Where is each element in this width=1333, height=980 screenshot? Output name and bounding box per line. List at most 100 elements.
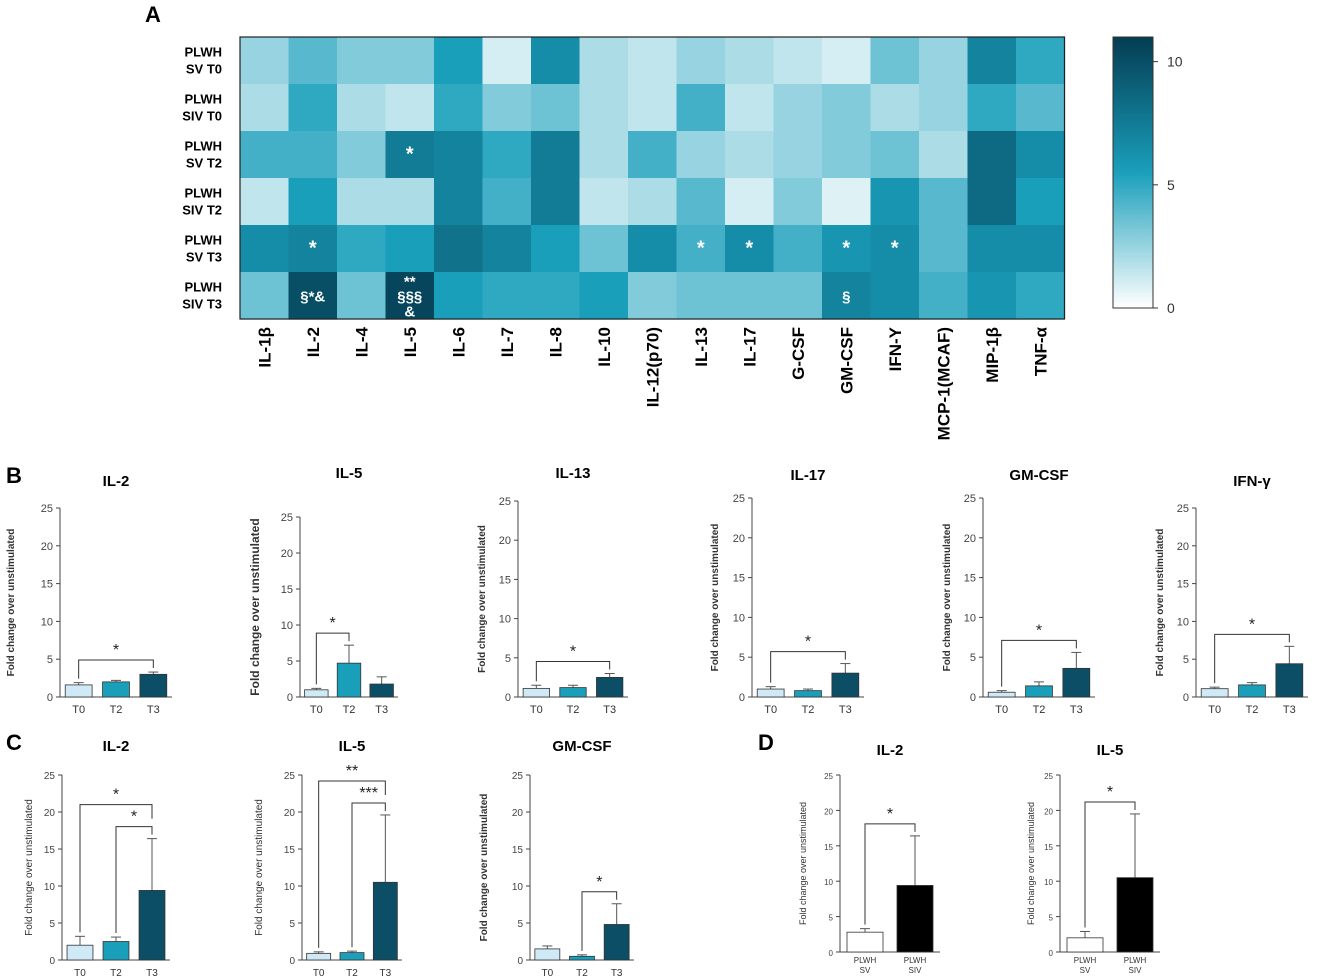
- x-tick-label: T3: [839, 704, 852, 716]
- y-tick-label: 0: [505, 692, 511, 704]
- heatmap-cell: [919, 84, 969, 132]
- significance-bracket: [864, 823, 916, 925]
- y-tick-label: 20: [1044, 807, 1053, 816]
- heatmap-cell: [676, 272, 726, 320]
- bar: [794, 690, 822, 698]
- y-tick-label: 10: [41, 616, 53, 628]
- y-tick-label: 5: [49, 919, 55, 930]
- heatmap-column-label: MCP-1(MCAF): [934, 327, 953, 440]
- heatmap-cell: [482, 178, 532, 226]
- heatmap-cell: [628, 84, 678, 132]
- x-tick-label: T3: [375, 704, 388, 716]
- heatmap-cell: [773, 131, 823, 179]
- x-tick-label: T0: [1208, 704, 1221, 716]
- significance-bracket: [1214, 633, 1290, 684]
- x-tick-label: T0: [74, 968, 86, 979]
- y-axis-label: Fold change over unstimulated: [24, 799, 35, 936]
- y-tick-label: 10: [512, 882, 524, 893]
- heatmap-cell: [628, 225, 678, 273]
- bar: [987, 691, 1016, 698]
- x-tick-label: T2: [1033, 704, 1046, 716]
- heatmap-cell: [337, 272, 387, 320]
- heatmap-row-label-line: SIV T2: [182, 203, 222, 218]
- heatmap-cell: [579, 37, 629, 85]
- x-tick-label-line: PLWH: [854, 956, 877, 965]
- heatmap-cell: [919, 37, 969, 85]
- y-tick-label: 20: [41, 541, 53, 553]
- heatmap-row-label-line: SIV T0: [182, 109, 222, 124]
- y-tick-label: 15: [964, 573, 976, 585]
- x-tick-label: T2: [346, 968, 358, 979]
- y-tick-label: 10: [1044, 878, 1053, 887]
- significance-label: *: [131, 809, 137, 826]
- heatmap-cell: [385, 131, 435, 179]
- y-axis-label: Fold change over unstimulated: [942, 524, 953, 672]
- heatmap-border: [239, 36, 1066, 320]
- bar: [64, 684, 93, 698]
- heatmap-cell: [919, 178, 969, 226]
- y-tick-label: 5: [47, 654, 53, 666]
- y-axis-label: Fold change over unstimulated: [710, 524, 721, 672]
- y-tick-label: 0: [970, 692, 976, 704]
- heatmap-cell: [1016, 37, 1066, 85]
- y-tick-label: 5: [289, 919, 295, 930]
- heatmap-row-label-line: PLWH: [184, 139, 222, 154]
- bar: [1025, 685, 1053, 698]
- bar: [304, 689, 329, 698]
- y-tick-label: 25: [41, 503, 53, 515]
- significance-label: *: [113, 642, 119, 659]
- significance-label: *: [570, 643, 576, 660]
- x-tick-label: T3: [1283, 704, 1296, 716]
- panel-label-d: D: [758, 730, 774, 755]
- heatmap-annotation: **: [404, 274, 416, 291]
- heatmap-cell: [822, 272, 872, 320]
- heatmap-column-label: MIP-1β: [983, 327, 1002, 383]
- heatmap-cell: [870, 131, 920, 179]
- heatmap-cell: [385, 178, 435, 226]
- heatmap-cell: [676, 84, 726, 132]
- heatmap-cell: [1016, 84, 1066, 132]
- y-axis-label: Fold change over unstimulated: [1155, 529, 1166, 677]
- x-tick-label-line: SV: [1080, 966, 1091, 975]
- y-tick-label: 10: [824, 878, 833, 887]
- heatmap-cell: [870, 84, 920, 132]
- heatmap-annotation: *: [406, 144, 414, 166]
- heatmap-row-label-line: SIV T3: [182, 297, 222, 312]
- y-tick-label: 15: [499, 574, 511, 586]
- heatmap-annotation: §: [842, 289, 850, 306]
- y-tick-label: 10: [44, 882, 56, 893]
- heatmap-cell: [1016, 272, 1066, 320]
- heatmap-row-label-line: PLWH: [184, 233, 222, 248]
- heatmap-cell: [967, 178, 1017, 226]
- significance-bracket: [1001, 639, 1077, 687]
- x-tick-label: T2: [802, 704, 815, 716]
- heatmap-cell: [725, 37, 775, 85]
- bar: [139, 673, 168, 698]
- y-axis-label: Fold change over unstimulated: [254, 799, 265, 936]
- y-tick-label: 5: [739, 652, 745, 664]
- y-tick-label: 20: [964, 533, 976, 545]
- colorbar-tick-label: 5: [1167, 177, 1175, 193]
- y-tick-label: 20: [512, 808, 524, 819]
- bar-chart-il-13: IL-13 0 5 10 15 20 25 Fold change over unstimul…: [477, 465, 628, 716]
- heatmap-cell: [337, 225, 387, 273]
- x-tick-label: T0: [310, 704, 323, 716]
- bar: [1062, 667, 1091, 698]
- y-tick-label: 5: [970, 652, 976, 664]
- heatmap-cell: [725, 225, 775, 273]
- y-tick-label: 15: [41, 579, 53, 591]
- x-tick-label: T0: [72, 704, 85, 716]
- bar: [102, 681, 130, 698]
- heatmap-cell: [434, 225, 484, 273]
- heatmap-cell: [240, 272, 290, 320]
- heatmap-column-label: IL-8: [546, 327, 565, 357]
- significance-bracket: [79, 804, 153, 933]
- y-axis-label: Fold change over unstimulated: [477, 525, 488, 673]
- heatmap-cell: [967, 225, 1017, 273]
- y-tick-label: 20: [1177, 541, 1189, 553]
- heatmap-cell: [725, 178, 775, 226]
- heatmap-column-label: G-CSF: [789, 327, 808, 380]
- significance-bracket: [535, 660, 611, 682]
- x-tick-label: PLWH SIV: [1124, 956, 1147, 975]
- heatmap-cell: [822, 84, 872, 132]
